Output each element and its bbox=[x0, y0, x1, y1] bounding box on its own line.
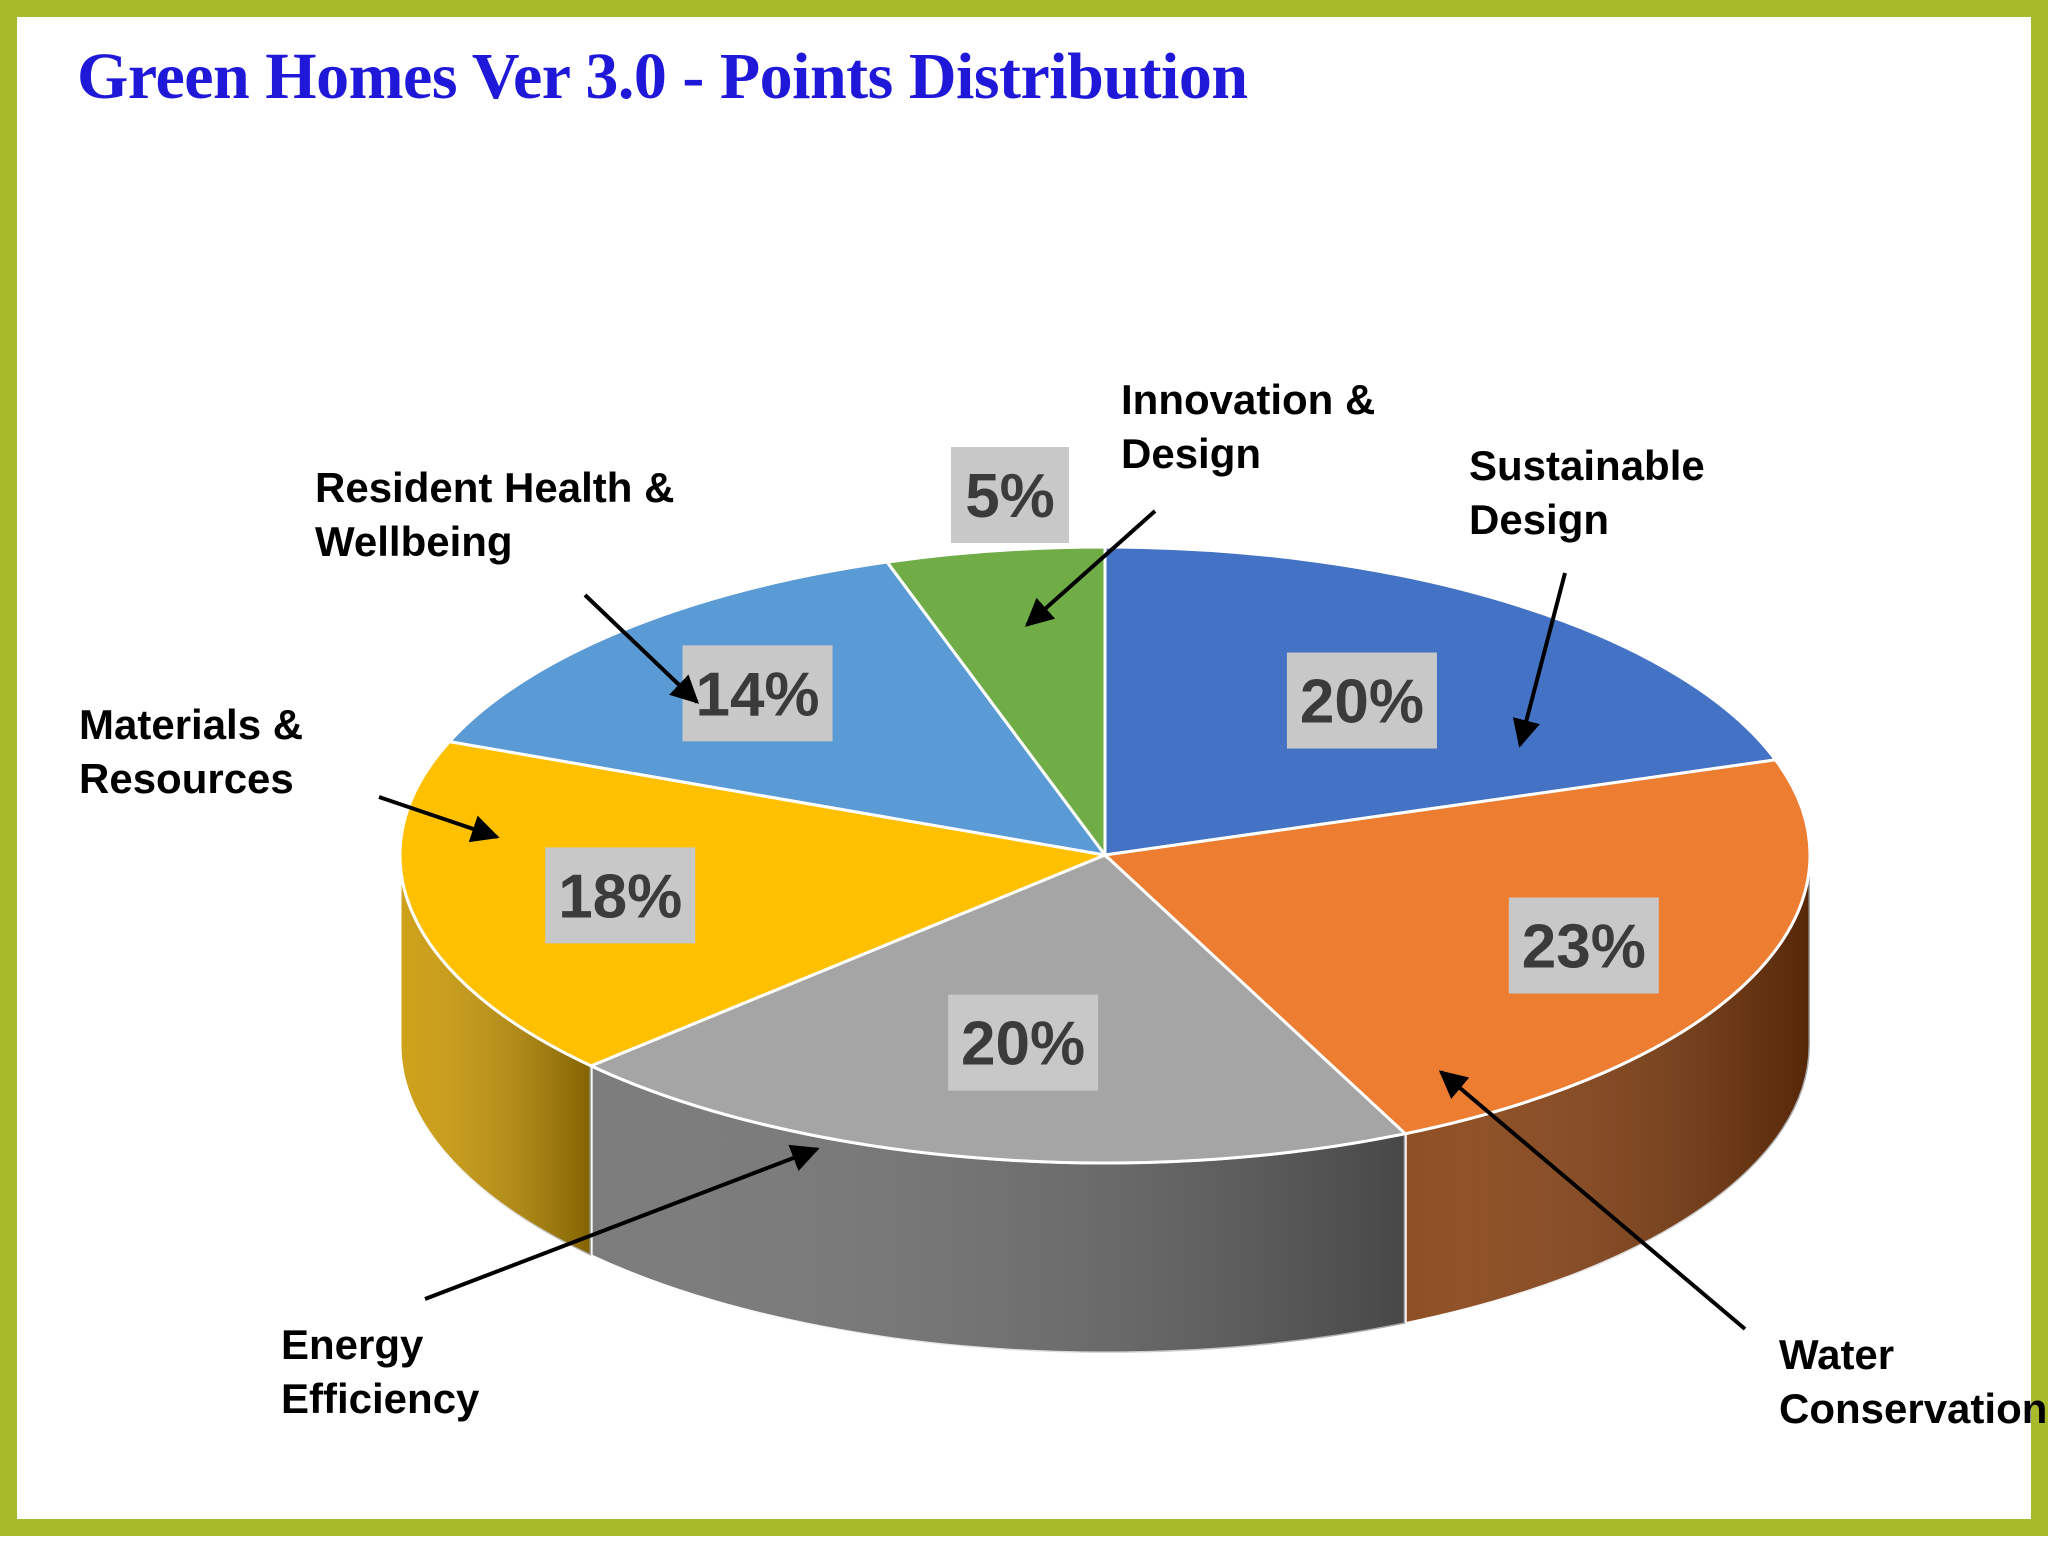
value-label-energy-efficiency: 20% bbox=[948, 994, 1099, 1091]
value-label-text: 5% bbox=[965, 462, 1055, 531]
value-label-box bbox=[1286, 652, 1437, 749]
value-label-resident-health-and-wellbeing: 14% bbox=[682, 645, 833, 742]
value-label-box bbox=[545, 847, 696, 944]
callout-arrow bbox=[583, 593, 700, 704]
callout-arrow bbox=[378, 795, 500, 843]
pie-slice-water-conservation bbox=[1101, 758, 1812, 1136]
callout-water-conservation: Water Conservation bbox=[1438, 1070, 2047, 1432]
pie-slice-sustainable-design bbox=[1103, 545, 1779, 857]
value-label-text: 18% bbox=[558, 862, 682, 931]
callout-label: Water Conservation bbox=[1779, 1331, 2047, 1432]
value-label-box bbox=[951, 447, 1069, 543]
callout-arrow bbox=[1438, 1070, 1747, 1331]
callout-sustainable-design: Sustainable Design bbox=[1469, 442, 1705, 748]
callout-energy-efficiency: Energy Efficiency bbox=[281, 1144, 820, 1422]
callout-label: Sustainable Design bbox=[1469, 442, 1705, 543]
callout-label: Innovation & Design bbox=[1121, 376, 1375, 477]
callout-materials-and-resources: Materials & Resources bbox=[79, 701, 500, 843]
chart-title: Green Homes Ver 3.0 - Points Distributio… bbox=[77, 40, 1248, 113]
value-label-text: 20% bbox=[1300, 668, 1424, 737]
value-label-text: 23% bbox=[1522, 913, 1646, 982]
callout-label: Energy Efficiency bbox=[281, 1321, 480, 1422]
pie-slice-materials-and-resources bbox=[398, 739, 1111, 1068]
value-label-box bbox=[682, 645, 833, 742]
callout-label: Resident Health & Wellbeing bbox=[315, 464, 674, 565]
value-label-materials-and-resources: 18% bbox=[545, 847, 696, 944]
value-label-box bbox=[948, 994, 1099, 1091]
callout-resident-health-and-wellbeing: Resident Health & Wellbeing bbox=[315, 464, 700, 704]
pie-top-faces bbox=[398, 545, 1812, 1165]
callout-arrow bbox=[1024, 509, 1157, 627]
value-label-text: 14% bbox=[695, 660, 819, 729]
callout-arrow bbox=[1512, 572, 1567, 748]
callout-innovation-and-design: Innovation & Design bbox=[1024, 376, 1375, 627]
callout-arrow bbox=[424, 1144, 820, 1301]
value-label-innovation-and-design: 5% bbox=[951, 447, 1069, 543]
value-label-box bbox=[1508, 897, 1659, 994]
callout-label: Materials & Resources bbox=[79, 701, 303, 802]
pie-side-walls bbox=[398, 854, 1812, 1355]
value-label-water-conservation: 23% bbox=[1508, 897, 1659, 994]
pie-chart: 20% 23% 20% 18% 14% 5% Sustainable Design Water… bbox=[79, 376, 2047, 1432]
value-label-sustainable-design: 20% bbox=[1286, 652, 1437, 749]
pie-value-labels: 20% 23% 20% 18% 14% 5% bbox=[545, 447, 1659, 1091]
value-label-text: 20% bbox=[961, 1010, 1085, 1079]
pie-callouts: Sustainable Design Water Conservation Energy… bbox=[79, 376, 2047, 1432]
